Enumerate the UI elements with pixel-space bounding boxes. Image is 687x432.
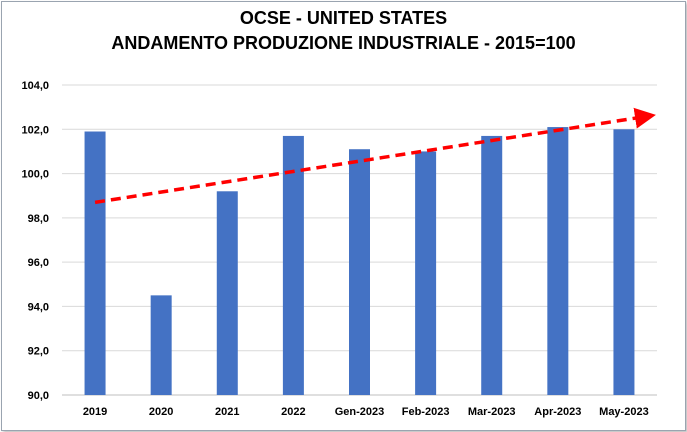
x-tick-label: Feb-2023: [402, 406, 450, 418]
bar: [216, 191, 238, 395]
chart-subtitle: ANDAMENTO PRODUZIONE INDUSTRIALE - 2015=…: [111, 33, 576, 53]
x-axis-ticks: 2019 2020 2021 2022 Gen-2023 Feb-2023 Mar-2023…: [83, 406, 649, 418]
x-tick-label: Apr-2023: [534, 406, 581, 418]
y-tick-label: 104,0: [21, 80, 49, 92]
y-tick-label: 102,0: [21, 124, 49, 136]
bar: [84, 131, 106, 395]
y-tick-label: 90,0: [28, 390, 49, 402]
trend-arrow: [94, 107, 656, 205]
bar: [547, 127, 569, 396]
x-tick-label: Mar-2023: [468, 406, 516, 418]
trend-line: [94, 107, 656, 205]
bar: [481, 135, 503, 395]
bar: [349, 149, 370, 395]
chart-title: OCSE - UNITED STATES: [239, 8, 448, 28]
bar: [282, 135, 304, 395]
x-tick-label: May-2023: [599, 406, 649, 418]
y-tick-label: 92,0: [28, 346, 49, 358]
y-tick-label: 96,0: [28, 257, 49, 269]
x-tick-label: 2021: [215, 406, 239, 418]
bar: [415, 151, 437, 395]
x-tick-label: 2019: [83, 406, 107, 418]
bar: [613, 129, 635, 396]
x-tick-label: 2022: [281, 406, 305, 418]
x-tick-label: Gen-2023: [335, 406, 385, 418]
y-tick-label: 98,0: [28, 213, 49, 225]
y-axis-ticks: 90,0 92,0 94,0 96,0 98,0 100,0 102,0 104,0: [21, 80, 49, 402]
y-tick-label: 94,0: [28, 301, 49, 313]
bars: [84, 127, 635, 396]
x-tick-label: 2020: [149, 406, 173, 418]
bar: [150, 295, 172, 395]
y-tick-label: 100,0: [21, 169, 49, 181]
